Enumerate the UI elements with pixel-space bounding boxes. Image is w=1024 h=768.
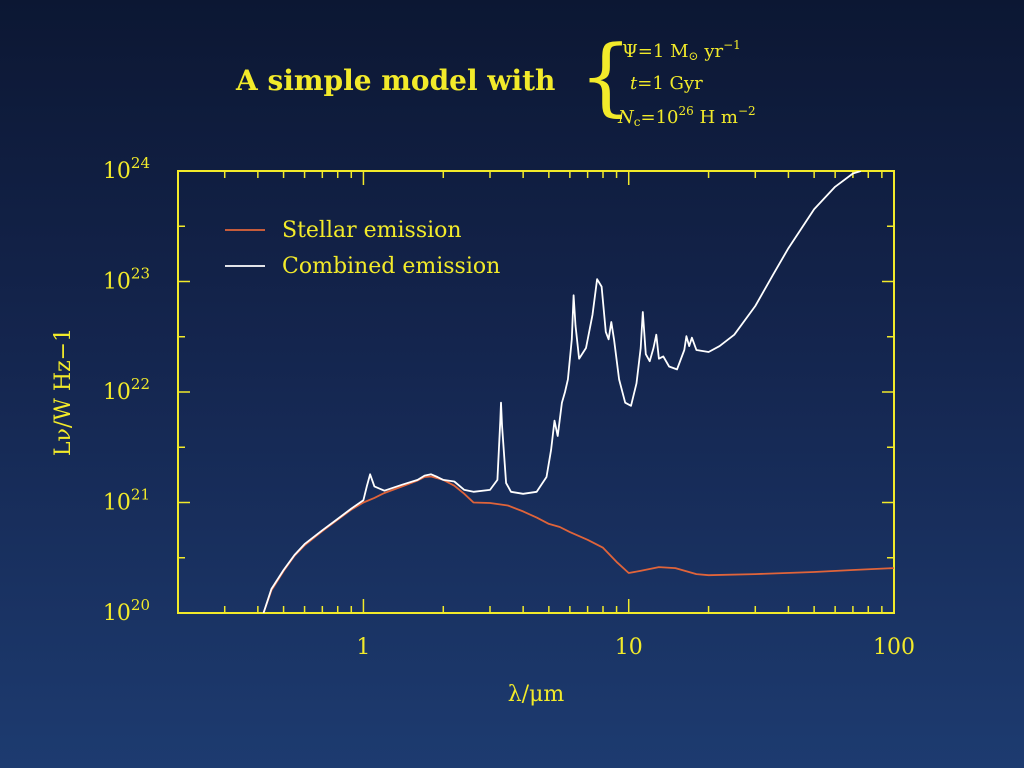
y-tick-base: 10 — [103, 491, 131, 516]
legend-label: Stellar emission — [282, 218, 462, 243]
param-nc-value-exp: 26 — [678, 104, 694, 118]
series-line-stellar-emission — [262, 475, 894, 613]
y-tick-exponent: 20 — [131, 596, 150, 614]
legend-label: Combined emission — [282, 254, 500, 279]
param-nc-sub: c — [633, 115, 641, 129]
param-nc-unit-exp: −2 — [738, 104, 756, 118]
x-axis-label: λ/μm — [508, 682, 565, 707]
param-sfr-unit: M — [670, 41, 689, 62]
y-tick-exponent: 23 — [131, 265, 150, 283]
param-age-symbol: t — [630, 73, 638, 94]
y-tick-exponent: 22 — [131, 375, 150, 393]
param-nc-unit: H m — [699, 107, 739, 128]
slide-title: A simple model with — [236, 64, 556, 97]
series-lines — [262, 171, 894, 613]
param-sfr-exp: −1 — [723, 38, 741, 52]
param-age-unit: Gyr — [669, 73, 703, 94]
y-tick-base: 10 — [103, 270, 131, 295]
param-age-value: =1 — [637, 73, 664, 94]
y-tick-base: 10 — [103, 159, 131, 184]
x-tick-label: 100 — [873, 635, 915, 660]
y-tick-label: 1020 — [103, 596, 150, 626]
param-sfr-symbol: Ψ — [622, 41, 638, 62]
y-tick-label: 1021 — [103, 486, 150, 516]
param-column-density: Nc=1026 H m−2 — [618, 104, 756, 129]
param-sfr-sun-symbol: ⊙ — [688, 49, 699, 63]
plot-frame — [177, 170, 895, 614]
param-nc-symbol: N — [618, 107, 634, 128]
param-star-formation-rate: Ψ=1 M⊙ yr−1 — [622, 38, 741, 63]
y-tick-exponent: 24 — [131, 154, 150, 172]
series-line-combined-emission — [262, 171, 862, 613]
chart-legend: Stellar emission Combined emission — [225, 218, 500, 279]
y-tick-base: 10 — [103, 380, 131, 405]
param-age: t=1 Gyr — [630, 73, 703, 94]
x-tick-label: 1 — [356, 635, 370, 660]
y-tick-label: 1024 — [103, 154, 150, 184]
y-tick-base: 10 — [103, 601, 131, 626]
y-tick-label: 1022 — [103, 375, 150, 405]
left-brace: { — [579, 27, 633, 125]
x-tick-label: 10 — [615, 635, 643, 660]
y-tick-exponent: 21 — [131, 486, 150, 504]
x-tick-labels: 1 10 100 — [356, 635, 915, 660]
param-sfr-unit2: yr — [704, 41, 724, 62]
param-sfr-value: =1 — [637, 41, 665, 62]
param-nc-value: =10 — [640, 107, 679, 128]
y-tick-label: 1023 — [103, 265, 150, 295]
y-axis-label: Lν/W Hz−1 — [51, 328, 76, 456]
